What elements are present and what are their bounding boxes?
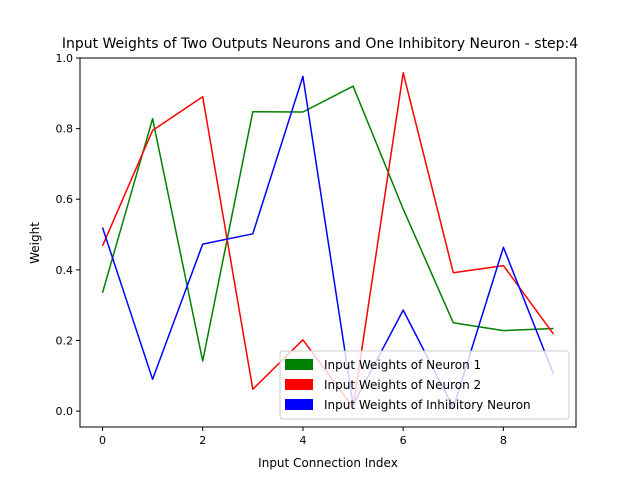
legend-swatch-2	[285, 379, 313, 390]
chart-title: Input Weights of Two Outputs Neurons and…	[62, 36, 578, 52]
y-axis-label: Weight	[28, 222, 42, 264]
legend-swatch-3	[285, 399, 313, 410]
axes-frame	[79, 57, 577, 428]
x-axis-label: Input Connection Index	[258, 456, 398, 470]
legend-label-2: Input Weights of Neuron 2	[324, 378, 481, 392]
axes-layer: 0 2 4 6 8 0.0 0.2 0.4 0.6 0.8 1.0	[56, 52, 577, 447]
y-tick-label: 0.6	[56, 193, 74, 206]
y-tick-label: 0.0	[56, 405, 74, 418]
y-tick-label: 0.2	[56, 334, 74, 347]
series-line-3	[101, 75, 555, 409]
legend-label-3: Input Weights of Inhibitory Neuron	[324, 398, 531, 412]
x-tick-label: 4	[299, 434, 306, 447]
y-tick-label: 0.4	[56, 264, 74, 277]
legend: Input Weights of Neuron 1 Input Weights o…	[279, 350, 570, 420]
x-tick-label: 2	[199, 434, 206, 447]
y-tick-label: 0.8	[56, 123, 74, 136]
x-tick-label: 0	[99, 434, 106, 447]
x-tick-label: 8	[500, 434, 507, 447]
y-tick-label: 1.0	[56, 52, 74, 65]
legend-swatch-1	[285, 359, 313, 370]
x-tick-label: 6	[400, 434, 407, 447]
legend-label-1: Input Weights of Neuron 1	[324, 358, 481, 372]
legend-box	[279, 350, 570, 420]
